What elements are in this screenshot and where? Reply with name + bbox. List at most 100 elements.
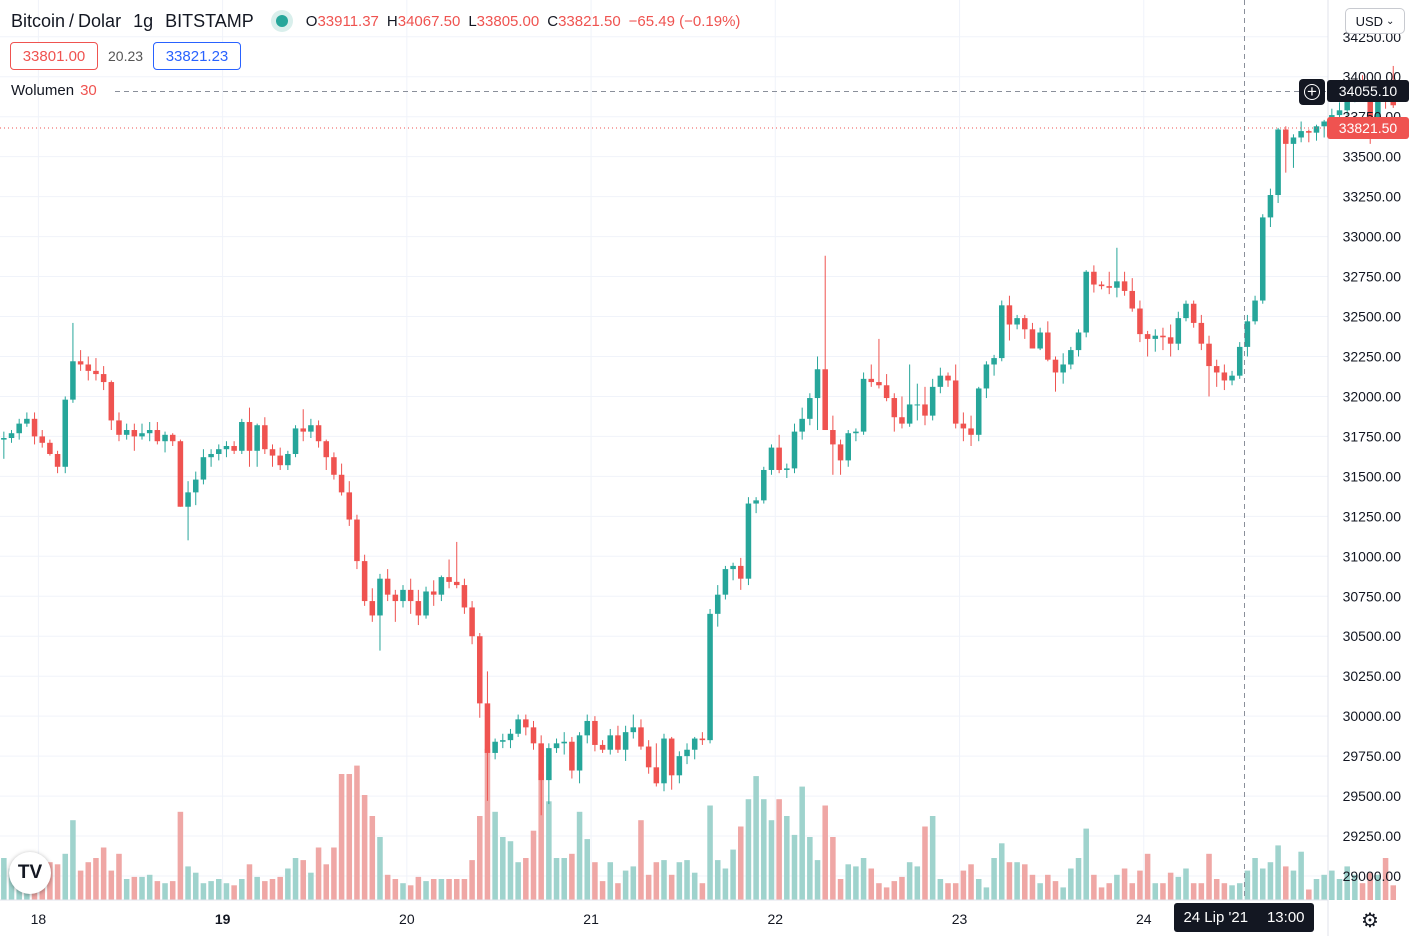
candle-body[interactable]: [323, 441, 330, 458]
candle-body[interactable]: [446, 577, 452, 582]
candle-body[interactable]: [262, 425, 268, 450]
candle-body[interactable]: [116, 420, 122, 435]
candle-body[interactable]: [860, 378, 867, 432]
candle-body[interactable]: [54, 453, 61, 467]
candle-body[interactable]: [1075, 332, 1082, 351]
candle-body[interactable]: [1106, 286, 1112, 288]
candle-body[interactable]: [315, 425, 322, 442]
candle-body[interactable]: [1221, 372, 1228, 381]
candle-body[interactable]: [1236, 346, 1243, 376]
candle-body[interactable]: [546, 748, 552, 781]
candle-body[interactable]: [208, 453, 214, 458]
candle-body[interactable]: [599, 744, 606, 750]
candle-body[interactable]: [515, 719, 521, 734]
candle-body[interactable]: [753, 500, 759, 504]
symbol-quote[interactable]: Dolar: [78, 10, 122, 31]
candle-body[interactable]: [630, 727, 637, 733]
candle-body[interactable]: [407, 589, 414, 602]
candle-body[interactable]: [1029, 329, 1036, 349]
candle-body[interactable]: [899, 417, 905, 424]
candle-body[interactable]: [1244, 321, 1251, 347]
candle-body[interactable]: [1060, 364, 1066, 373]
candle-body[interactable]: [1091, 271, 1097, 285]
candle-body[interactable]: [192, 479, 199, 493]
candle-body[interactable]: [254, 425, 260, 451]
buy-button[interactable]: 33821.23: [153, 42, 241, 70]
candle-body[interactable]: [638, 727, 644, 747]
candle-body[interactable]: [929, 386, 936, 416]
candle-body[interactable]: [576, 735, 583, 771]
market-status-icon[interactable]: [275, 15, 288, 27]
candle-body[interactable]: [761, 469, 767, 501]
time-axis[interactable]: 18 19 20 21 22 23 24: [31, 911, 1152, 927]
candle-body[interactable]: [784, 468, 790, 470]
candle-body[interactable]: [814, 369, 821, 399]
candle-body[interactable]: [1252, 300, 1258, 322]
candle-body[interactable]: [185, 492, 191, 507]
candle-body[interactable]: [676, 756, 683, 776]
candle-body[interactable]: [952, 380, 959, 424]
candle-body[interactable]: [169, 434, 176, 442]
candle-body[interactable]: [154, 430, 161, 442]
candle-body[interactable]: [331, 457, 337, 475]
candle-body[interactable]: [177, 441, 184, 507]
candle-body[interactable]: [16, 423, 22, 434]
candle-body[interactable]: [1175, 318, 1182, 344]
candle-body[interactable]: [768, 447, 775, 470]
candle-body[interactable]: [745, 503, 752, 579]
candle-body[interactable]: [77, 361, 84, 365]
candle-body[interactable]: [876, 382, 882, 386]
candle-body[interactable]: [1098, 284, 1105, 287]
candle-body[interactable]: [246, 422, 253, 451]
candle-body[interactable]: [730, 565, 736, 570]
candle-body[interactable]: [737, 565, 744, 579]
candle-body[interactable]: [423, 591, 429, 616]
candle-body[interactable]: [1267, 195, 1274, 218]
candle-body[interactable]: [415, 601, 422, 616]
candle-body[interactable]: [139, 433, 145, 437]
candle-body[interactable]: [1144, 334, 1151, 339]
candle-body[interactable]: [461, 585, 468, 608]
candle-body[interactable]: [354, 519, 360, 562]
candle-body[interactable]: [607, 735, 614, 750]
candle-body[interactable]: [1336, 110, 1343, 116]
candle-body[interactable]: [1037, 332, 1043, 349]
candle-body[interactable]: [216, 449, 222, 454]
candle-body[interactable]: [131, 430, 138, 437]
candle-body[interactable]: [162, 434, 168, 442]
candle-body[interactable]: [70, 361, 76, 400]
candle-body[interactable]: [883, 385, 890, 399]
candle-body[interactable]: [277, 455, 283, 466]
candle-body[interactable]: [31, 418, 38, 437]
gear-icon[interactable]: ⚙: [1361, 910, 1379, 932]
candle-body[interactable]: [1259, 217, 1266, 301]
candle-body[interactable]: [523, 719, 529, 728]
candle-body[interactable]: [292, 428, 299, 454]
candle-body[interactable]: [300, 428, 306, 432]
candle-body[interactable]: [530, 727, 537, 744]
candle-body[interactable]: [200, 457, 207, 480]
candle-body[interactable]: [1313, 126, 1320, 133]
candle-body[interactable]: [668, 738, 675, 776]
candle-body[interactable]: [369, 601, 376, 616]
candle-body[interactable]: [699, 738, 706, 741]
candle-body[interactable]: [477, 636, 483, 704]
candle-body[interactable]: [392, 594, 399, 602]
candle-body[interactable]: [500, 740, 506, 742]
candle-body[interactable]: [1052, 359, 1059, 373]
candle-body[interactable]: [400, 589, 406, 602]
candle-body[interactable]: [346, 492, 353, 520]
candle-body[interactable]: [922, 404, 928, 416]
candle-body[interactable]: [1167, 337, 1174, 344]
volume-legend[interactable]: Wolumen 30: [11, 82, 97, 99]
candle-body[interactable]: [507, 733, 514, 741]
candle-body[interactable]: [1152, 335, 1159, 339]
candle-body[interactable]: [714, 594, 721, 614]
candle-body[interactable]: [691, 738, 698, 750]
candle-body[interactable]: [438, 577, 445, 595]
candle-body[interactable]: [1121, 281, 1128, 291]
candle-body[interactable]: [1190, 303, 1197, 323]
candle-body[interactable]: [361, 561, 368, 602]
candle-body[interactable]: [1306, 131, 1312, 133]
